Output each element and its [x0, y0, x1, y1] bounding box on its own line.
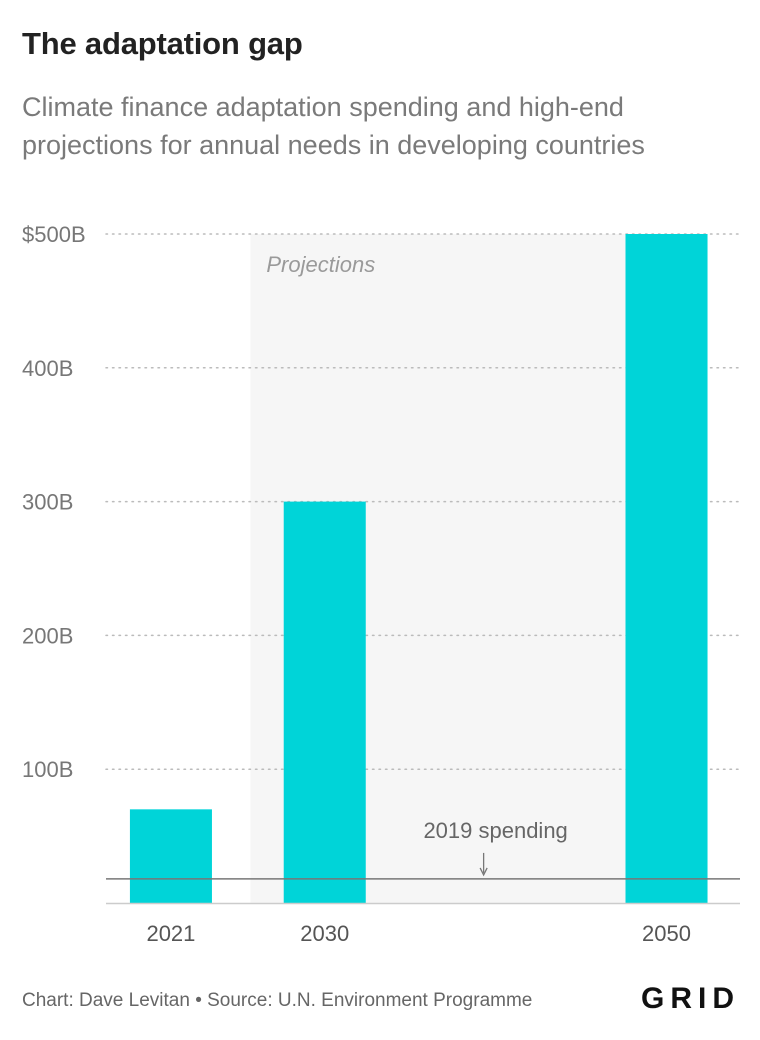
bar-2021: [129, 809, 212, 903]
bar-2050: [625, 234, 708, 903]
y-tick-label: $500B: [22, 222, 86, 247]
x-tick-label: 2030: [300, 921, 349, 946]
chart-credit: Chart: Dave Levitan • Source: U.N. Envir…: [22, 990, 533, 1011]
projection-band-label: Projections: [266, 252, 375, 277]
bar-2030: [283, 501, 366, 903]
x-tick-label: 2021: [146, 921, 195, 946]
y-tick-label: 100B: [22, 757, 73, 782]
grid-logo: GRID: [641, 982, 740, 1015]
x-tick-label: 2050: [642, 921, 691, 946]
chart-title: The adaptation gap: [22, 26, 303, 61]
y-tick-label: 300B: [22, 490, 73, 515]
y-tick-label: 400B: [22, 356, 73, 381]
reference-line-label: 2019 spending: [423, 818, 567, 843]
reference-arrow-head: [479, 867, 488, 877]
y-tick-label: 200B: [22, 623, 73, 648]
chart-subtitle: Climate finance adaptation spending and …: [22, 92, 645, 160]
